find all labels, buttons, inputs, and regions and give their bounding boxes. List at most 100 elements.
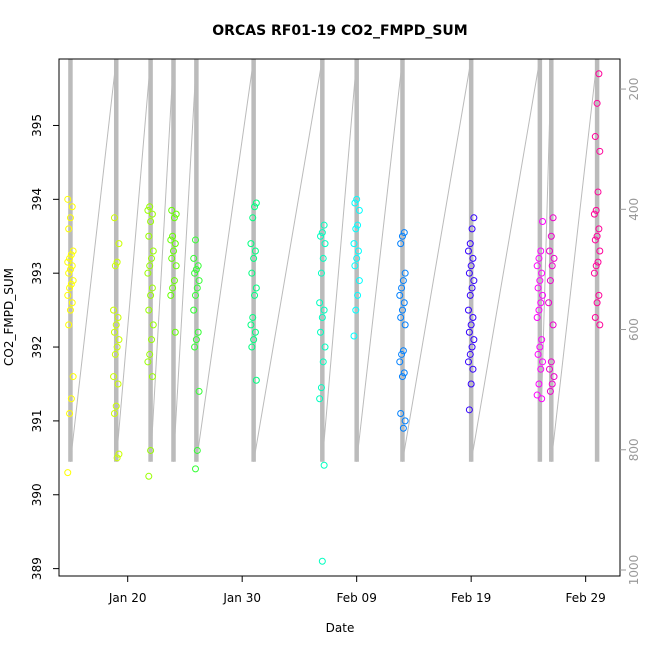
data-point bbox=[468, 343, 476, 351]
data-point bbox=[354, 291, 362, 299]
data-point bbox=[168, 206, 176, 214]
data-point bbox=[318, 314, 326, 321]
data-point bbox=[172, 262, 180, 270]
data-point bbox=[537, 299, 545, 307]
y-axis-label: CO2_FMPD_SUM bbox=[2, 268, 16, 366]
data-point bbox=[65, 225, 73, 233]
data-point bbox=[145, 472, 153, 480]
data-point bbox=[467, 262, 475, 270]
data-point bbox=[251, 328, 259, 336]
data-point bbox=[193, 446, 201, 454]
data-point bbox=[252, 284, 260, 292]
data-point bbox=[592, 206, 600, 214]
data-point bbox=[321, 240, 329, 248]
x-tick-label: Feb 29 bbox=[565, 591, 605, 605]
altitude-transit bbox=[69, 58, 117, 462]
right-y-tick-label: 800 bbox=[627, 438, 641, 461]
data-point bbox=[319, 358, 327, 366]
data-point bbox=[593, 299, 601, 307]
data-point bbox=[350, 332, 358, 340]
altitude-transit bbox=[172, 58, 197, 462]
data-point bbox=[145, 306, 153, 314]
data-point bbox=[467, 380, 475, 388]
data-point bbox=[546, 247, 554, 255]
data-point bbox=[67, 280, 75, 288]
data-point bbox=[464, 358, 472, 366]
data-point bbox=[148, 373, 156, 381]
data-point bbox=[170, 214, 178, 222]
data-point bbox=[192, 336, 200, 344]
altitude-transit bbox=[470, 58, 541, 462]
data-point bbox=[148, 210, 156, 218]
data-point bbox=[465, 328, 473, 336]
data-point bbox=[65, 269, 73, 277]
data-point bbox=[147, 291, 155, 299]
data-point bbox=[536, 277, 544, 285]
data-point bbox=[317, 328, 325, 336]
data-point bbox=[468, 284, 476, 292]
data-point bbox=[596, 147, 604, 155]
data-point bbox=[317, 269, 325, 277]
data-point bbox=[466, 350, 474, 358]
data-point bbox=[550, 373, 558, 381]
data-point bbox=[398, 373, 406, 381]
data-point bbox=[191, 291, 199, 299]
data-point bbox=[534, 350, 542, 358]
data-point bbox=[113, 258, 121, 266]
data-point bbox=[65, 321, 73, 329]
data-point bbox=[539, 358, 547, 366]
data-point bbox=[535, 380, 543, 388]
data-point bbox=[398, 306, 406, 314]
data-point bbox=[399, 347, 407, 355]
data-point bbox=[110, 306, 118, 314]
data-point bbox=[545, 299, 553, 307]
data-point bbox=[110, 373, 118, 381]
x-axis: Jan 20 Jan 30 Feb 09 Feb 19 Feb 29 bbox=[108, 576, 606, 605]
data-point bbox=[69, 277, 77, 285]
altitude-transit bbox=[356, 58, 403, 462]
data-point bbox=[144, 206, 152, 214]
data-point bbox=[146, 262, 154, 270]
data-point bbox=[470, 336, 478, 344]
data-point bbox=[401, 417, 409, 425]
right-y-axis: 200 400 600 800 1000 bbox=[620, 78, 641, 586]
data-point bbox=[469, 314, 477, 321]
data-point bbox=[193, 284, 201, 292]
data-point bbox=[190, 306, 198, 314]
data-point bbox=[144, 358, 152, 366]
data-point bbox=[549, 214, 557, 222]
data-point bbox=[248, 343, 256, 351]
data-point bbox=[68, 299, 76, 307]
data-point bbox=[590, 269, 598, 277]
data-point bbox=[110, 410, 118, 418]
data-point bbox=[247, 240, 255, 248]
data-point bbox=[191, 236, 199, 244]
data-point bbox=[194, 328, 202, 336]
data-point bbox=[148, 284, 156, 292]
data-point bbox=[321, 343, 329, 351]
data-point bbox=[167, 236, 175, 244]
data-point bbox=[320, 306, 328, 314]
data-point bbox=[595, 291, 603, 299]
data-point bbox=[354, 247, 362, 255]
data-point bbox=[171, 240, 179, 248]
data-point bbox=[397, 240, 405, 248]
data-point bbox=[466, 291, 474, 299]
data-point bbox=[401, 269, 409, 277]
data-point bbox=[317, 384, 325, 392]
x-tick-label: Feb 19 bbox=[451, 591, 491, 605]
data-point bbox=[250, 336, 258, 344]
data-point bbox=[170, 277, 178, 285]
right-y-tick-label: 1000 bbox=[627, 555, 641, 586]
right-y-tick-label: 600 bbox=[627, 318, 641, 341]
data-point bbox=[113, 343, 121, 351]
data-point bbox=[111, 262, 119, 270]
data-point bbox=[465, 269, 473, 277]
data-point bbox=[352, 306, 360, 314]
data-point bbox=[68, 203, 76, 211]
data-point bbox=[167, 291, 175, 299]
data-point bbox=[195, 277, 203, 285]
data-point bbox=[534, 284, 542, 292]
data-point bbox=[592, 262, 600, 270]
data-point bbox=[192, 265, 200, 273]
